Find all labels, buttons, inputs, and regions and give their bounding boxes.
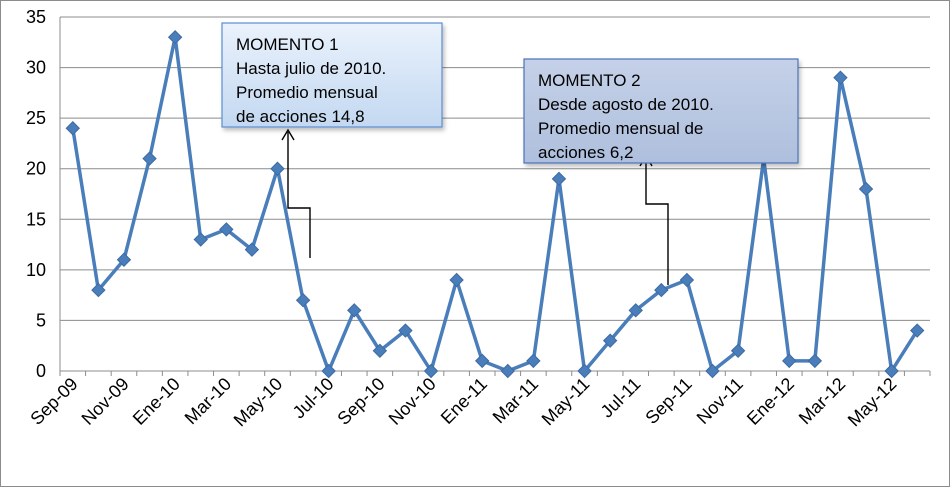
- callout-line: de acciones 14,8: [236, 107, 365, 126]
- data-point: [142, 151, 157, 166]
- data-point: [628, 303, 643, 318]
- callout-box: [221, 22, 443, 128]
- data-point: [116, 252, 132, 267]
- data-point: [782, 353, 797, 369]
- data-point: [270, 161, 285, 176]
- series: [65, 30, 925, 379]
- callout-line: Hasta julio de 2010.: [236, 59, 386, 78]
- data-point: [398, 323, 413, 338]
- data-point: [321, 363, 336, 379]
- y-tick-label: 0: [36, 361, 46, 381]
- data-point: [500, 363, 516, 379]
- data-point: [654, 282, 669, 298]
- data-point: [449, 272, 464, 288]
- y-tick-label: 15: [26, 209, 46, 229]
- data-point: [730, 343, 746, 358]
- data-point: [526, 353, 541, 369]
- callout-box: [523, 58, 799, 164]
- data-point: [372, 343, 388, 358]
- callout-line: Promedio mensual de: [538, 119, 703, 138]
- data-point: [551, 171, 567, 187]
- annotations: MOMENTO 1 Hasta julio de 2010. Promedio me…: [221, 22, 799, 285]
- data-point: [705, 363, 720, 379]
- y-axis-ticks: 0 5 10 15 20 25 30 35: [26, 7, 46, 381]
- callout-line: MOMENTO 1: [236, 35, 339, 54]
- data-point: [167, 30, 183, 45]
- data-point: [474, 353, 490, 369]
- callout-arrowhead: [281, 128, 295, 141]
- data-point: [347, 303, 362, 318]
- data-point: [65, 121, 81, 136]
- data-point: [833, 70, 848, 85]
- y-tick-label: 30: [26, 58, 46, 78]
- data-point: [807, 353, 823, 369]
- callout-connector: [645, 158, 669, 285]
- callout-line: MOMENTO 2: [538, 71, 641, 90]
- data-point: [244, 242, 260, 257]
- data-point: [219, 222, 234, 237]
- data-point: [679, 272, 695, 288]
- data-point: [858, 181, 874, 197]
- series-line-0: [71, 35, 919, 373]
- data-point: [295, 292, 311, 308]
- callout-line: Promedio mensual: [236, 83, 378, 102]
- data-point: [91, 282, 106, 298]
- data-point: [193, 232, 208, 247]
- y-tick-label: 25: [26, 108, 46, 128]
- y-tick-label: 5: [36, 310, 46, 330]
- callout-line: Desde agosto de 2010.: [538, 95, 714, 114]
- data-point: [577, 363, 592, 379]
- y-tick-label: 10: [26, 260, 46, 280]
- data-point: [602, 333, 618, 348]
- data-point: [884, 363, 899, 379]
- callout-line: acciones 6,2: [538, 143, 633, 162]
- callout-connector: [287, 132, 311, 258]
- data-point: [423, 363, 439, 379]
- y-tick-label: 35: [26, 7, 46, 27]
- y-tick-label: 20: [26, 159, 46, 179]
- data-point: [909, 323, 925, 338]
